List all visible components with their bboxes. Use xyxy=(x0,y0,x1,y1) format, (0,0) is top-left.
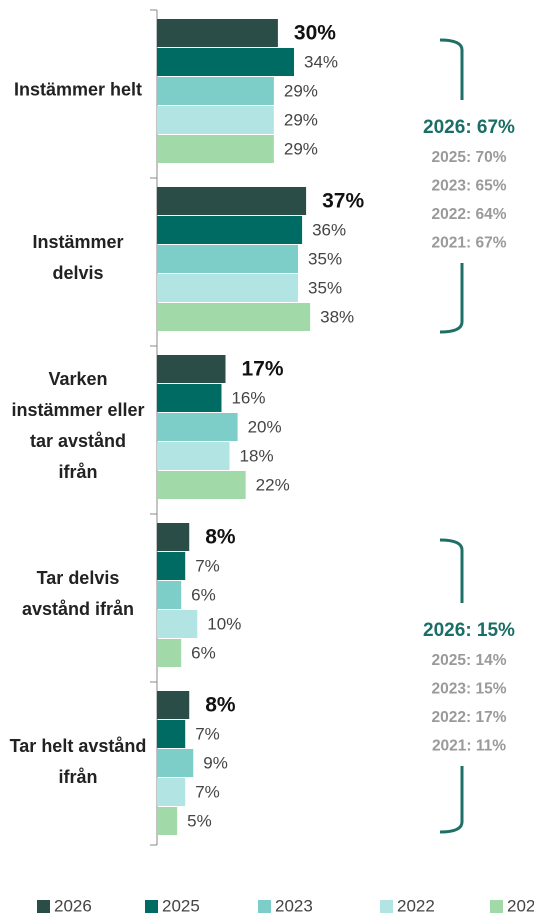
category-label: Instämmer delvis xyxy=(32,231,124,283)
legend-label: 2021 xyxy=(507,896,534,915)
value-label: 6% xyxy=(191,585,216,604)
bracket xyxy=(439,538,464,834)
value-label: 29% xyxy=(284,139,318,158)
bar xyxy=(157,778,186,806)
legend-swatch xyxy=(37,900,50,913)
bar xyxy=(157,610,198,638)
bar xyxy=(157,274,299,302)
bar xyxy=(157,749,194,777)
category-label: Instämmer helt xyxy=(13,79,143,99)
category-label: Varken instämmer eller tar avstånd ifrån xyxy=(11,368,145,482)
bar xyxy=(157,552,186,580)
annotation-text: 2026: 15% xyxy=(423,620,515,641)
bar xyxy=(157,245,299,273)
bar xyxy=(157,442,230,470)
legend-swatch xyxy=(145,900,158,913)
bar xyxy=(157,77,274,105)
value-label: 8% xyxy=(205,526,236,549)
annotation-text: 2025: 70% xyxy=(432,149,507,166)
bar xyxy=(157,48,295,76)
bar xyxy=(157,355,226,383)
value-label: 18% xyxy=(240,446,274,465)
value-label: 7% xyxy=(195,724,220,743)
legend-swatch xyxy=(380,900,393,913)
bar xyxy=(157,807,178,835)
value-label: 8% xyxy=(205,694,236,717)
value-label: 16% xyxy=(231,388,265,407)
legend-label: 2023 xyxy=(275,896,313,915)
annotation-text: 2022: 64% xyxy=(432,206,507,223)
bar xyxy=(157,19,278,47)
bar xyxy=(157,639,182,667)
bar xyxy=(157,106,274,134)
annotation-text: 2021: 11% xyxy=(432,738,506,755)
category-label: Tar helt avstånd ifrån xyxy=(9,735,147,787)
annotation-text: 2023: 15% xyxy=(432,681,507,698)
bar xyxy=(157,413,238,441)
value-label: 36% xyxy=(312,220,346,239)
bar xyxy=(157,581,182,609)
bar xyxy=(157,384,222,412)
annotation-text: 2025: 14% xyxy=(432,652,507,669)
value-label: 30% xyxy=(294,22,336,45)
bracket xyxy=(439,38,464,334)
value-label: 34% xyxy=(304,52,338,71)
bar xyxy=(157,187,307,215)
legend-label: 2025 xyxy=(162,896,200,915)
value-label: 7% xyxy=(195,782,220,801)
value-label: 35% xyxy=(308,278,342,297)
bar xyxy=(157,135,274,163)
value-label: 17% xyxy=(242,358,284,381)
value-label: 35% xyxy=(308,249,342,268)
value-label: 29% xyxy=(284,110,318,129)
annotation-text: 2022: 17% xyxy=(432,709,507,726)
bar xyxy=(157,216,303,244)
value-label: 37% xyxy=(322,190,364,213)
bar xyxy=(157,303,311,331)
bar xyxy=(157,691,190,719)
value-label: 38% xyxy=(320,307,354,326)
value-label: 20% xyxy=(248,417,282,436)
legend-swatch xyxy=(258,900,271,913)
value-label: 7% xyxy=(195,556,220,575)
legend-swatch xyxy=(490,900,503,913)
annotation-text: 2021: 67% xyxy=(432,235,507,252)
bar xyxy=(157,523,190,551)
value-label: 6% xyxy=(191,643,216,662)
value-label: 10% xyxy=(207,614,241,633)
annotation-text: 2023: 65% xyxy=(432,178,507,195)
value-label: 5% xyxy=(187,811,212,830)
value-label: 22% xyxy=(256,475,290,494)
value-label: 29% xyxy=(284,81,318,100)
bar xyxy=(157,471,246,499)
value-label: 9% xyxy=(203,753,228,772)
category-label: Tar delvis avstånd ifrån xyxy=(21,567,135,619)
annotation-text: 2026: 67% xyxy=(423,117,515,138)
bar xyxy=(157,720,186,748)
legend-label: 2026 xyxy=(54,896,92,915)
legend-label: 2022 xyxy=(397,896,435,915)
